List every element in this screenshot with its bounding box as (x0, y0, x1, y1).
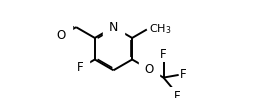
Text: F: F (160, 48, 167, 61)
Text: F: F (174, 90, 181, 98)
Text: F: F (77, 61, 83, 74)
Text: N: N (109, 21, 118, 34)
Text: CH$_3$: CH$_3$ (149, 23, 172, 36)
Text: O: O (144, 63, 153, 76)
Text: O: O (57, 29, 66, 42)
Text: F: F (179, 68, 186, 81)
